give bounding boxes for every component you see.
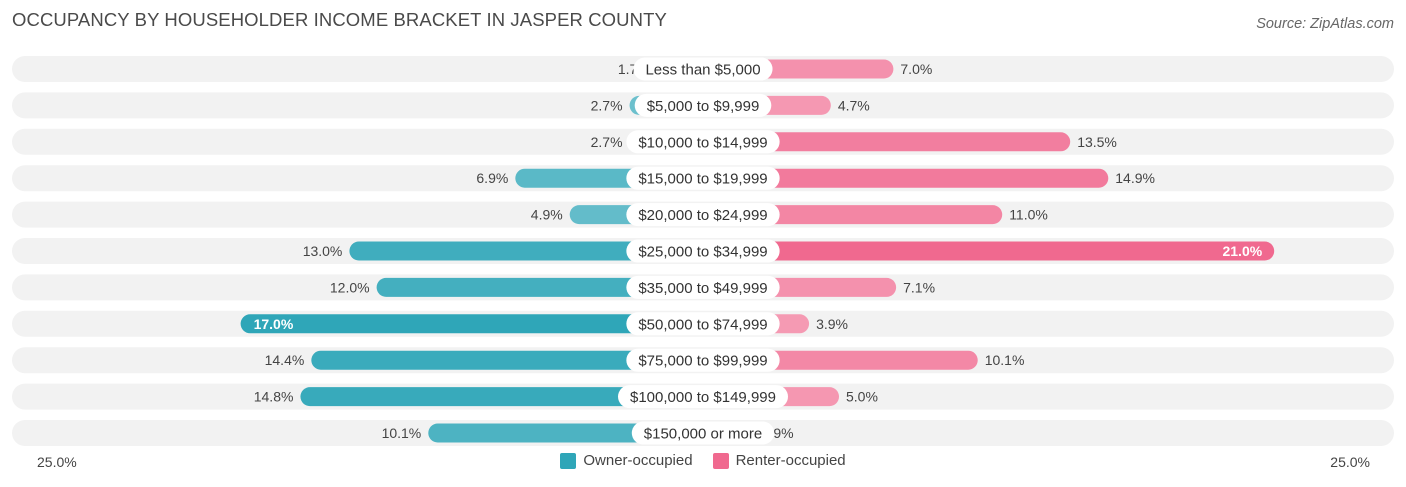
category-label: $75,000 to $99,999 <box>638 353 767 370</box>
value-label-owner: 4.9% <box>531 207 563 223</box>
legend: Owner-occupied Renter-occupied <box>0 452 1406 469</box>
category-label: $150,000 or more <box>644 426 762 443</box>
chart-title: OCCUPANCY BY HOUSEHOLDER INCOME BRACKET … <box>12 9 667 30</box>
legend-label-renter: Renter-occupied <box>735 452 846 469</box>
legend-swatch-owner <box>560 452 577 469</box>
value-label-renter: 4.7% <box>838 97 870 113</box>
legend-item-renter[interactable]: Renter-occupied <box>712 452 846 469</box>
legend-item-owner[interactable]: Owner-occupied <box>560 452 693 469</box>
value-label-owner: 13.0% <box>303 243 343 259</box>
value-label-owner: 12.0% <box>330 279 370 295</box>
value-label-owner: 2.7% <box>591 134 623 150</box>
value-label-owner: 17.0% <box>254 316 294 332</box>
category-pill <box>626 166 780 190</box>
category-pill <box>633 57 773 81</box>
category-pill <box>631 421 775 445</box>
value-label-renter: 7.1% <box>903 279 935 295</box>
category-pill <box>626 203 780 227</box>
value-label-renter: 5.0% <box>846 389 878 405</box>
value-label-renter: 21.0% <box>1222 243 1262 259</box>
category-label: $15,000 to $19,999 <box>638 171 767 188</box>
value-label-renter: 7.0% <box>900 61 932 77</box>
bar-owner[interactable] <box>300 387 703 407</box>
category-pill <box>626 130 780 154</box>
value-label-renter: 13.5% <box>1077 134 1117 150</box>
legend-swatch-renter <box>712 452 729 469</box>
axis-label-left: 25.0% <box>37 454 77 470</box>
value-label-owner: 14.8% <box>254 389 294 405</box>
bar-renter[interactable] <box>703 168 1109 188</box>
category-pill <box>634 93 772 117</box>
category-label: $20,000 to $24,999 <box>638 207 767 224</box>
axis-label-right: 25.0% <box>1330 454 1370 470</box>
bar-owner[interactable] <box>376 277 703 297</box>
bar-owner[interactable] <box>349 241 703 261</box>
bar-renter[interactable] <box>703 132 1071 152</box>
value-label-renter: 3.9% <box>816 316 848 332</box>
value-label-owner: 10.1% <box>382 425 422 441</box>
category-label: $50,000 to $74,999 <box>638 316 767 333</box>
value-label-renter: 10.1% <box>985 352 1025 368</box>
category-label: Less than $5,000 <box>645 62 760 79</box>
source-label: Source: ZipAtlas.com <box>1256 16 1394 32</box>
category-label: $100,000 to $149,999 <box>630 389 776 406</box>
category-pill <box>626 348 780 372</box>
category-pill <box>626 312 780 336</box>
bar-renter[interactable] <box>703 241 1275 261</box>
category-label: $25,000 to $34,999 <box>638 244 767 261</box>
bar-owner[interactable] <box>240 314 703 334</box>
value-label-renter: 11.0% <box>1009 207 1048 223</box>
value-label-owner: 6.9% <box>476 170 508 186</box>
value-label-renter: 14.9% <box>1115 170 1155 186</box>
category-label: $35,000 to $49,999 <box>638 280 767 297</box>
legend-label-owner: Owner-occupied <box>583 452 693 469</box>
category-pill <box>626 239 780 263</box>
category-label: $10,000 to $14,999 <box>638 134 767 151</box>
value-label-owner: 2.7% <box>591 97 623 113</box>
category-label: $5,000 to $9,999 <box>647 98 760 115</box>
category-pill <box>626 275 780 299</box>
category-pill <box>618 385 788 409</box>
bar-owner[interactable] <box>311 350 703 370</box>
value-label-owner: 14.4% <box>265 352 305 368</box>
